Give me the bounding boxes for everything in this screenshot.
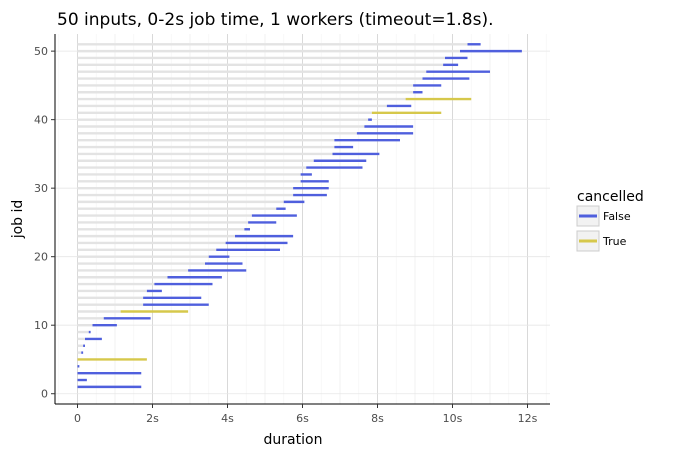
legend-label-true: True [602, 235, 627, 248]
chart-title: 50 inputs, 0-2s job time, 1 workers (tim… [57, 10, 494, 30]
job-bars [77, 43, 522, 389]
y-tick-label: 0 [41, 388, 48, 401]
y-tick-label: 30 [34, 182, 48, 195]
x-tick-label: 10s [443, 412, 463, 425]
x-tick-label: 4s [221, 412, 234, 425]
y-tick-label: 10 [34, 319, 48, 332]
x-axis-title: duration [264, 432, 323, 448]
y-axis-ticks: 0 10 20 30 40 50 [34, 45, 55, 401]
y-axis-title: job id [10, 200, 26, 240]
x-tick-label: 12s [518, 412, 538, 425]
x-axis-ticks: 0 2s 4s 6s 8s 10s 12s [74, 404, 538, 425]
y-tick-label: 20 [34, 251, 48, 264]
y-tick-label: 40 [34, 114, 48, 127]
x-tick-label: 8s [371, 412, 384, 425]
legend-title: cancelled [577, 189, 644, 205]
x-tick-label: 0 [74, 412, 81, 425]
x-tick-label: 6s [296, 412, 309, 425]
x-tick-label: 2s [146, 412, 159, 425]
grid-lines [55, 34, 550, 404]
legend-label-false: False [603, 210, 631, 223]
legend: cancelled False True [576, 189, 644, 252]
y-tick-label: 50 [34, 45, 48, 58]
